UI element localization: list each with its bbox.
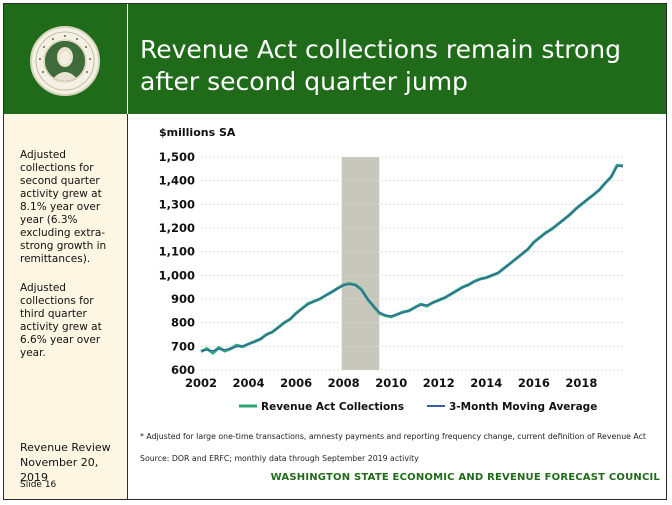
- chart-source: Source: DOR and ERFC; monthly data throu…: [140, 454, 419, 463]
- x-tick-label: 2010: [375, 376, 407, 390]
- y-tick-label: 1,100: [159, 245, 195, 259]
- x-tick-label: 2014: [470, 376, 502, 390]
- sidebar-paragraph-q3: Adjusted collections for third quarter a…: [20, 282, 102, 359]
- slide-title: Revenue Act collections remain strong af…: [140, 34, 660, 98]
- chart-footnote: * Adjusted for large one-time transactio…: [140, 432, 646, 441]
- x-tick-label: 2002: [185, 376, 217, 390]
- slide-title-line1: Revenue Act collections remain strong: [140, 35, 621, 64]
- y-tick-label: 1,400: [159, 174, 195, 188]
- x-tick-label: 2004: [233, 376, 265, 390]
- sidebar-panel: Adjusted collections for second quarter …: [4, 114, 128, 499]
- x-tick-label: 2018: [565, 376, 597, 390]
- y-tick-label: 600: [171, 363, 195, 377]
- x-tick-label: 2006: [280, 376, 312, 390]
- slide-number: Slide 16: [20, 480, 57, 490]
- y-tick-label: 700: [171, 339, 195, 353]
- recession-band: [341, 157, 380, 370]
- series-line-collections: [200, 163, 624, 355]
- x-tick-label: 2012: [423, 376, 455, 390]
- y-tick-label: 900: [171, 292, 195, 306]
- revenue-review-title: Revenue Review: [20, 441, 111, 454]
- revenue-review-label: Revenue Review November 20, 2019: [20, 440, 127, 485]
- y-tick-label: 1,500: [159, 150, 195, 164]
- x-tick-label: 2008: [328, 376, 360, 390]
- council-name: WASHINGTON STATE ECONOMIC AND REVENUE FO…: [270, 472, 660, 483]
- washington-state-seal: [30, 26, 100, 96]
- y-axis-label: $millions SA: [159, 126, 236, 139]
- washington-portrait-icon: [44, 40, 86, 82]
- revenue-chart: $millions SA 600 700 800 900 1,000 1,100 1,200 1…: [159, 126, 624, 413]
- chart-area: $millions SA 600 700 800 900 1,000 1,100 1,200 1…: [129, 114, 666, 499]
- sidebar-paragraph-q2: Adjusted collections for second quarter …: [20, 149, 107, 265]
- slide-title-line2: after second quarter jump: [140, 67, 468, 96]
- slide-header: Revenue Act collections remain strong af…: [4, 4, 666, 114]
- y-tick-label: 1,300: [159, 197, 195, 211]
- y-tick-label: 1,000: [159, 268, 195, 282]
- series-line-moving-average: [200, 165, 624, 352]
- x-tick-label: 2016: [518, 376, 550, 390]
- seal-panel: [4, 4, 128, 114]
- revenue-review-date: November 20, 2019: [20, 456, 99, 484]
- y-tick-label: 1,200: [159, 221, 195, 235]
- slide-frame: Revenue Act collections remain strong af…: [3, 3, 667, 500]
- legend-label: Revenue Act Collections: [261, 401, 404, 413]
- legend-label: 3-Month Moving Average: [449, 401, 597, 413]
- y-tick-label: 800: [171, 316, 195, 330]
